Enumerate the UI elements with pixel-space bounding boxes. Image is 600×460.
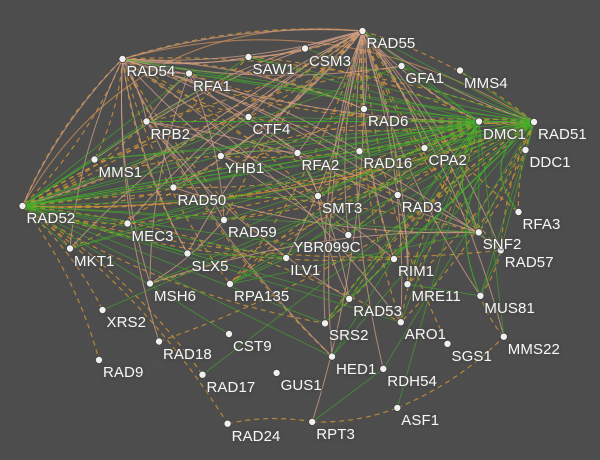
svg-text:yeastNet: yeastNet xyxy=(0,353,50,379)
svg-text:genetic: genetic xyxy=(174,413,221,437)
svg-text:physical: physical xyxy=(410,64,463,89)
svg-text:physical: physical xyxy=(0,122,45,147)
svg-text:genetic: genetic xyxy=(229,355,276,379)
svg-text:genetic: genetic xyxy=(528,65,575,89)
svg-text:physical: physical xyxy=(56,64,109,89)
svg-text:yeastNet: yeastNet xyxy=(292,411,349,437)
svg-text:physical: physical xyxy=(528,296,581,321)
svg-text:physical: physical xyxy=(174,296,227,321)
svg-text:physical: physical xyxy=(465,6,518,31)
svg-text:yeastNet: yeastNet xyxy=(347,5,404,31)
svg-text:physical: physical xyxy=(111,354,164,379)
svg-text:genetic: genetic xyxy=(0,239,40,263)
svg-text:yeastNet: yeastNet xyxy=(410,295,467,321)
svg-text:genetic: genetic xyxy=(229,7,276,31)
svg-text:genetic: genetic xyxy=(583,7,600,31)
svg-text:genetic: genetic xyxy=(583,355,600,379)
svg-text:physical: physical xyxy=(465,354,518,379)
svg-text:physical: physical xyxy=(111,6,164,31)
svg-text:yeastNet: yeastNet xyxy=(528,179,585,205)
svg-text:physical: physical xyxy=(56,412,109,437)
svg-text:yeastNet: yeastNet xyxy=(0,5,50,31)
svg-text:genetic: genetic xyxy=(528,413,575,437)
svg-text:yeastNet: yeastNet xyxy=(583,121,600,147)
svg-text:physical: physical xyxy=(410,412,463,437)
svg-text:physical: physical xyxy=(583,238,600,263)
